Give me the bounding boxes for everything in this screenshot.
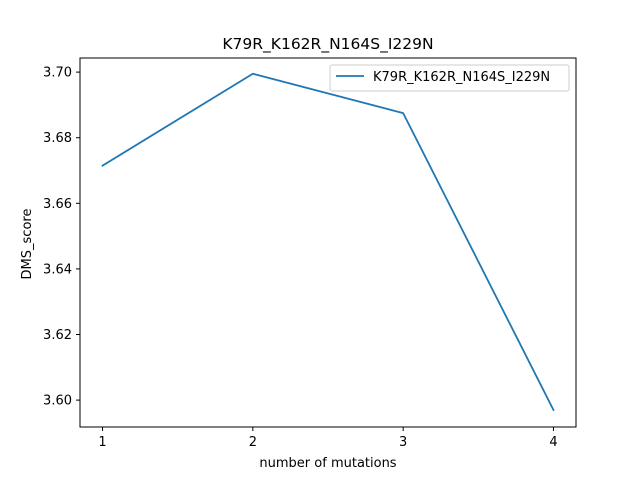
x-axis: 1 2 3 4: [98, 427, 558, 450]
y-tick-label: 3.68: [43, 131, 72, 146]
y-tick-label: 3.70: [43, 66, 72, 81]
plot-area: [79, 57, 577, 428]
x-tick-label: 2: [249, 435, 257, 450]
y-tick-label: 3.66: [43, 197, 72, 212]
legend-box: [329, 64, 570, 92]
y-tick-label: 3.64: [43, 262, 72, 277]
y-axis-label: DMS_score: [20, 209, 35, 280]
legend: K79R_K162R_N164S_I229N: [329, 64, 570, 92]
chart-title: K79R_K162R_N164S_I229N: [222, 35, 433, 54]
x-axis-label: number of mutations: [259, 456, 396, 471]
y-tick-label: 3.62: [43, 328, 72, 343]
y-axis: 3.60 3.62 3.64 3.66 3.68 3.70: [43, 66, 80, 409]
legend-label: K79R_K162R_N164S_I229N: [373, 70, 550, 85]
x-tick-label: 4: [549, 435, 557, 450]
x-tick-label: 3: [399, 435, 407, 450]
y-tick-label: 3.60: [43, 394, 72, 409]
axes-frame: [79, 57, 577, 428]
series-line: [101, 72, 555, 412]
x-tick-label: 1: [98, 435, 106, 450]
